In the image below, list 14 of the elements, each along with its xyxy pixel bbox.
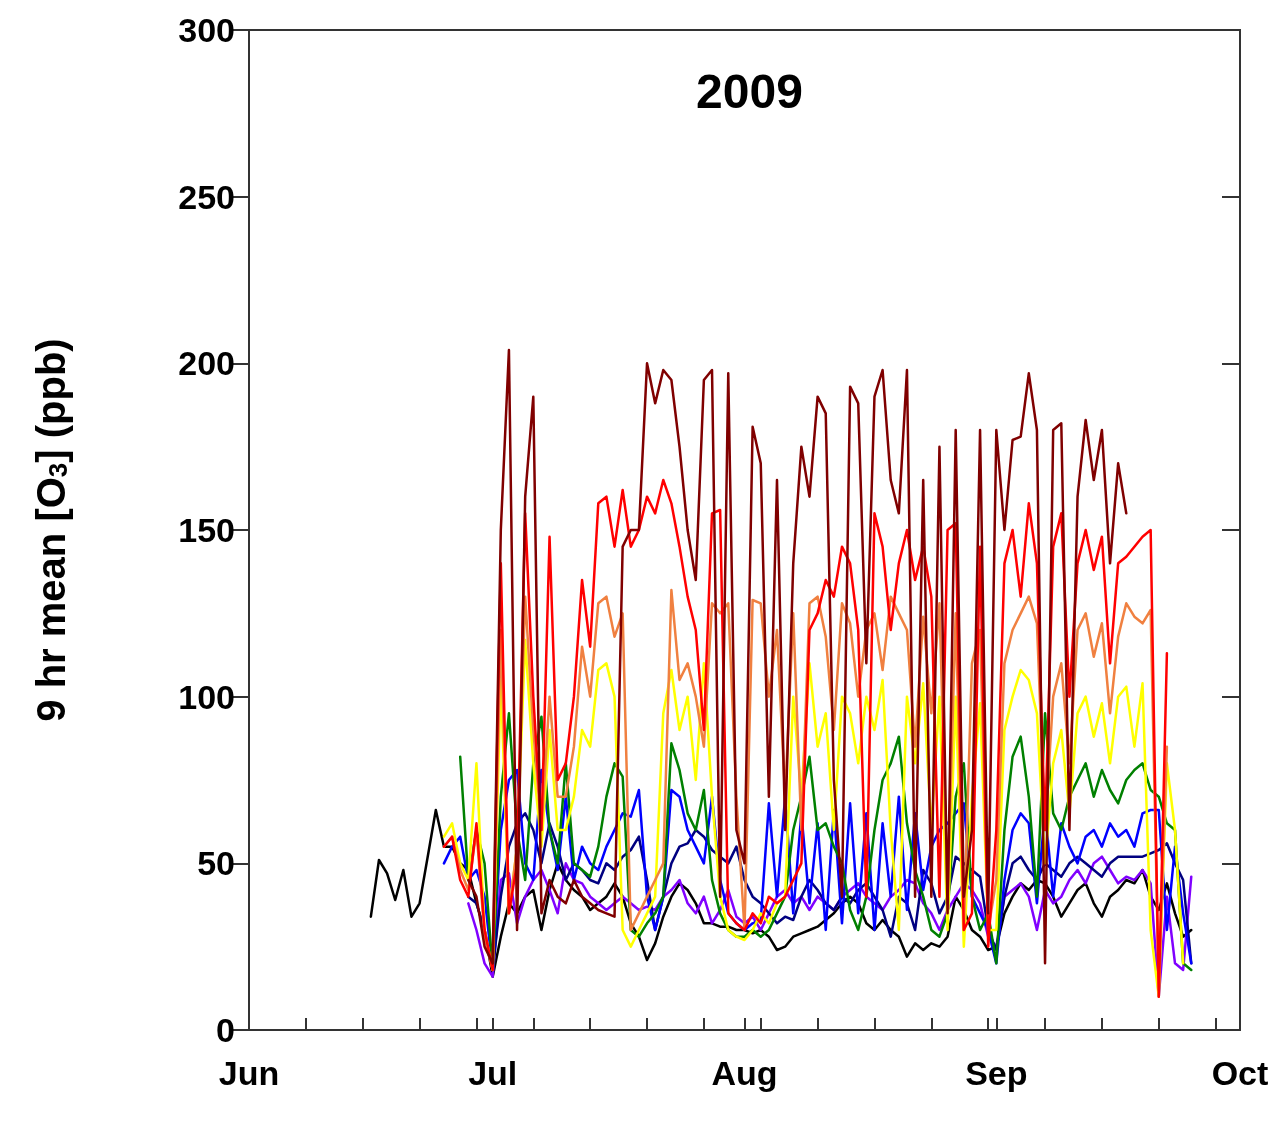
x-tick-label: Jun (218, 1054, 280, 1092)
y-axis-title: 9 hr mean [O3] (ppb) (29, 338, 73, 722)
x-tick-label: Jul (468, 1054, 518, 1092)
y-tick-label: 250 (178, 177, 235, 216)
x-tick-label: Sep (965, 1054, 1028, 1092)
text: 2009 (696, 64, 803, 118)
x-tick-label: Aug (711, 1054, 778, 1092)
y-tick-label: 50 (197, 844, 235, 883)
y-tick-label: 200 (178, 344, 235, 383)
y-tick-label: 0 (216, 1011, 235, 1049)
x-tick-label: Oct (1211, 1054, 1269, 1092)
y-tick-label: 150 (178, 511, 235, 549)
y-tick-label: 300 (178, 11, 235, 49)
y-tick-label: 100 (178, 677, 235, 716)
